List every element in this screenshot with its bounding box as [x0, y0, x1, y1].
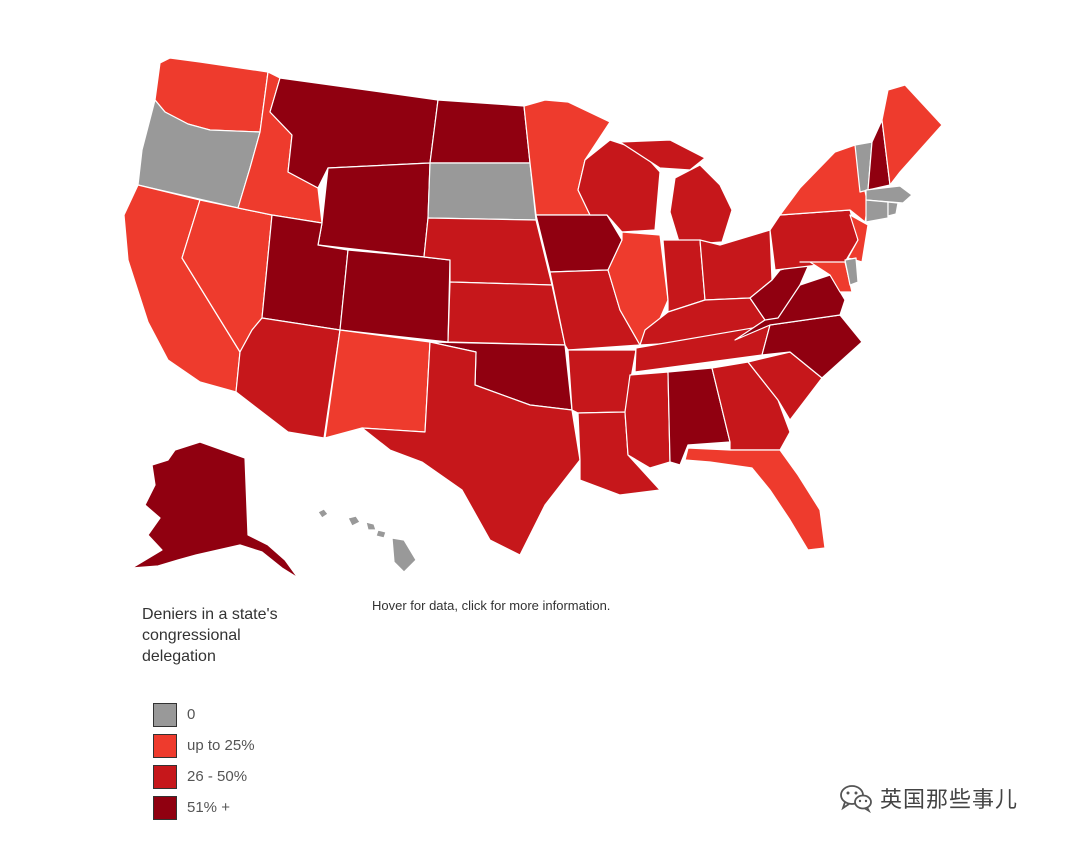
legend-item-26-50: 26 - 50% — [142, 761, 312, 792]
legend-swatch — [153, 702, 177, 727]
legend-swatch — [153, 733, 177, 758]
state-ms[interactable] — [624, 371, 671, 469]
legend-swatch — [153, 764, 177, 789]
legend-list: 0 up to 25% 26 - 50% 51% + — [142, 699, 312, 823]
state-wv[interactable] — [749, 261, 811, 321]
hover-hint: Hover for data, click for more informati… — [372, 598, 611, 613]
state-ak[interactable] — [131, 441, 299, 579]
state-sd[interactable] — [427, 162, 537, 221]
state-tx[interactable] — [361, 341, 581, 556]
state-az[interactable] — [235, 317, 341, 439]
watermark-text: 英国那些事儿 — [880, 788, 1019, 813]
state-mi[interactable] — [619, 139, 733, 246]
state-ma[interactable] — [865, 185, 913, 204]
legend-label: 26 - 50% — [187, 768, 248, 785]
state-ny[interactable] — [779, 144, 869, 223]
state-in[interactable] — [662, 239, 706, 313]
state-fl[interactable] — [684, 447, 826, 551]
state-co[interactable] — [339, 249, 451, 343]
legend-item-up-to-25: up to 25% — [142, 730, 312, 761]
state-ks[interactable] — [447, 281, 566, 346]
watermark: 英国那些事儿 — [838, 782, 1018, 814]
state-nm[interactable] — [324, 329, 431, 439]
legend-label: up to 25% — [187, 737, 255, 754]
state-nd[interactable] — [429, 99, 531, 164]
wechat-icon — [840, 785, 872, 813]
state-me[interactable] — [881, 84, 943, 186]
state-hi[interactable] — [317, 508, 417, 573]
legend-item-51-plus: 51% + — [142, 792, 312, 823]
state-ia[interactable] — [535, 214, 623, 273]
state-ct[interactable] — [865, 199, 889, 223]
legend-item-zero: 0 — [142, 699, 312, 730]
state-sc[interactable] — [747, 351, 823, 421]
legend-title: Deniers in a state's congressional deleg… — [142, 606, 278, 665]
map-legend: Deniers in a state's congressional deleg… — [142, 604, 312, 823]
legend-label: 0 — [187, 706, 196, 723]
state-de[interactable] — [844, 257, 859, 286]
state-ri[interactable] — [887, 201, 899, 217]
state-wy[interactable] — [317, 162, 431, 258]
legend-label: 51% + — [187, 799, 230, 816]
us-choropleth-map — [123, 57, 943, 579]
legend-swatch — [153, 795, 177, 820]
